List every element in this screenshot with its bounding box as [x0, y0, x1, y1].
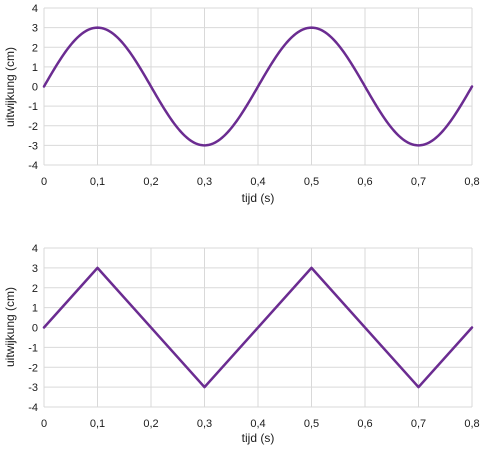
- x-tick-label: 0,2: [143, 418, 158, 430]
- x-tick-label: 0,2: [143, 176, 158, 188]
- series-line: [42, 266, 474, 389]
- y-tick-label: -3: [28, 382, 38, 394]
- x-tick-label: 0,7: [411, 418, 426, 430]
- y-tick-label: -4: [28, 160, 38, 172]
- x-tick-label: 0,3: [197, 176, 212, 188]
- y-tick-label: 4: [32, 243, 38, 255]
- y-tick-labels: 4 3 2 1 0 -1 -2 -3 -4: [28, 243, 38, 414]
- x-tick-label: 0,8: [464, 176, 479, 188]
- y-axis-label: uitwijkung (cm): [3, 47, 17, 127]
- y-tick-label: 3: [32, 23, 38, 35]
- x-tick-label: 0,5: [304, 418, 319, 430]
- x-tick-label: 0: [41, 176, 47, 188]
- x-tick-label: 0,3: [197, 418, 212, 430]
- y-tick-label: 1: [32, 62, 38, 74]
- series-layer: [42, 26, 474, 147]
- y-tick-labels: 4 3 2 1 0 -1 -2 -3 -4: [28, 3, 38, 172]
- y-tick-label: -2: [28, 121, 38, 133]
- y-tick-label: -4: [28, 402, 38, 414]
- x-axis-label: tijd (s): [242, 431, 275, 445]
- x-tick-label: 0: [41, 418, 47, 430]
- y-tick-label: 2: [32, 283, 38, 295]
- series-line: [42, 26, 474, 147]
- x-tick-label: 0,1: [90, 418, 105, 430]
- x-tick-label: 0,6: [357, 176, 372, 188]
- y-tick-label: 0: [32, 323, 38, 335]
- y-tick-label: -1: [28, 342, 38, 354]
- x-tick-labels: 0 0,1 0,2 0,3 0,4 0,5 0,6 0,7 0,8: [41, 418, 480, 430]
- x-axis-label: tijd (s): [242, 191, 275, 205]
- y-axis-label: uitwijkung (cm): [3, 287, 17, 367]
- series-layer: [42, 266, 474, 389]
- y-tick-label: 1: [32, 303, 38, 315]
- x-tick-label: 0,7: [411, 176, 426, 188]
- x-tick-label: 0,5: [304, 176, 319, 188]
- y-tick-label: 0: [32, 82, 38, 94]
- x-tick-labels: 0 0,1 0,2 0,3 0,4 0,5 0,6 0,7 0,8: [41, 176, 480, 188]
- x-tick-label: 0,4: [250, 418, 265, 430]
- x-tick-label: 0,1: [90, 176, 105, 188]
- y-tick-label: 3: [32, 263, 38, 275]
- x-tick-label: 0,4: [250, 176, 265, 188]
- y-tick-label: 4: [32, 3, 38, 15]
- x-tick-label: 0,8: [464, 418, 479, 430]
- x-tick-label: 0,6: [357, 418, 372, 430]
- y-tick-label: -2: [28, 362, 38, 374]
- y-tick-label: 2: [32, 42, 38, 54]
- y-tick-label: -1: [28, 101, 38, 113]
- y-tick-label: -3: [28, 140, 38, 152]
